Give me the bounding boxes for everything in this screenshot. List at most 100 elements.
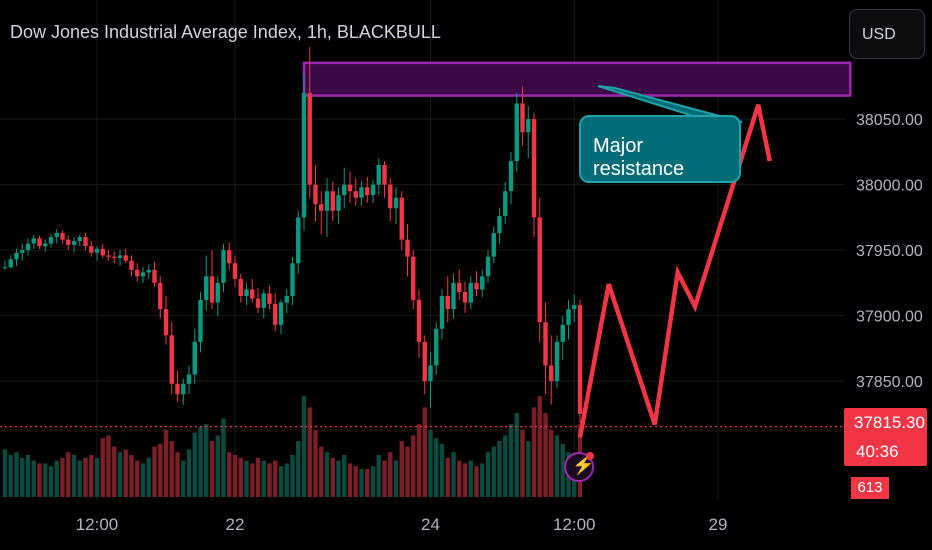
volume-bar bbox=[261, 460, 266, 497]
candle-body bbox=[468, 282, 473, 303]
currency-button[interactable]: USD bbox=[849, 9, 925, 59]
candle-body bbox=[480, 276, 485, 290]
candle-body bbox=[66, 239, 71, 245]
candle-body bbox=[100, 248, 105, 256]
volume-bar bbox=[209, 441, 215, 497]
resistance-zone bbox=[302, 61, 852, 97]
volume-bar bbox=[514, 413, 519, 497]
candle-body bbox=[313, 184, 318, 205]
candle-body bbox=[198, 299, 203, 342]
volume-bar bbox=[112, 446, 117, 497]
candle-body bbox=[359, 187, 364, 198]
candle-body bbox=[135, 269, 140, 277]
volume-bar bbox=[428, 429, 433, 497]
candle-body bbox=[290, 263, 295, 296]
volume-bar bbox=[434, 438, 439, 497]
volume-bar bbox=[388, 452, 393, 497]
volume-bar bbox=[278, 466, 284, 497]
candle-body bbox=[503, 191, 508, 217]
candle-body bbox=[106, 255, 111, 257]
candle-body bbox=[353, 191, 358, 198]
x-axis-label: 22 bbox=[226, 515, 245, 534]
volume-bar bbox=[186, 449, 192, 497]
volume-bar bbox=[221, 418, 226, 497]
volume-bar bbox=[238, 457, 243, 497]
volume-bar bbox=[43, 463, 48, 497]
volume-bar bbox=[411, 435, 416, 497]
volume-bar bbox=[474, 466, 479, 497]
volume-bar bbox=[422, 407, 427, 497]
volume-bar bbox=[163, 429, 169, 497]
volume-bar bbox=[468, 460, 473, 497]
notification-dot bbox=[586, 452, 594, 460]
candle-body bbox=[215, 282, 220, 303]
volume-bar bbox=[129, 455, 134, 497]
volume-bar bbox=[135, 460, 140, 497]
candle-body bbox=[267, 293, 272, 304]
candle-body bbox=[43, 243, 48, 247]
volume-bar bbox=[255, 457, 261, 497]
candle-body bbox=[232, 263, 238, 279]
candle-body bbox=[301, 92, 307, 218]
volume-bar bbox=[140, 463, 146, 497]
candle-body bbox=[14, 252, 19, 260]
candle-body bbox=[445, 296, 450, 310]
volume-bar bbox=[324, 452, 330, 497]
candle-body bbox=[577, 305, 583, 414]
volume-bar bbox=[439, 443, 445, 497]
candle-body bbox=[123, 255, 128, 261]
volume-bar bbox=[169, 441, 174, 497]
volume-bar bbox=[215, 435, 220, 497]
volume-bar bbox=[549, 429, 554, 497]
volume-bar bbox=[526, 441, 531, 497]
volume-bar bbox=[330, 457, 335, 497]
candle-body bbox=[192, 341, 197, 375]
candle-body bbox=[543, 322, 548, 366]
candle-body bbox=[347, 184, 353, 192]
volume-bar bbox=[480, 463, 485, 497]
volume-bar bbox=[89, 455, 94, 497]
candle-body bbox=[204, 276, 209, 300]
volume-bar bbox=[353, 466, 358, 497]
candle-body bbox=[549, 365, 554, 382]
volume-bar bbox=[405, 446, 410, 497]
candle-body bbox=[307, 92, 312, 185]
candle-body bbox=[324, 191, 330, 211]
volume-bar bbox=[485, 452, 491, 497]
candle-body bbox=[457, 282, 462, 293]
volume-bar bbox=[342, 455, 347, 497]
volume-bar bbox=[14, 452, 19, 497]
candle-body bbox=[175, 383, 180, 395]
resistance-callout[interactable]: Major resistance bbox=[579, 115, 741, 183]
candle-body bbox=[405, 239, 410, 257]
candle-body bbox=[255, 298, 261, 308]
volume-bar bbox=[301, 396, 307, 497]
volume-bar bbox=[267, 463, 272, 497]
candle-body bbox=[451, 282, 456, 310]
lightning-icon[interactable]: ⚡ bbox=[564, 452, 594, 482]
volume-bar bbox=[531, 407, 537, 497]
candle-body bbox=[37, 238, 42, 247]
candle-body bbox=[474, 282, 479, 290]
candle-body bbox=[330, 191, 335, 211]
candle-body bbox=[572, 305, 577, 310]
candle-body bbox=[434, 328, 439, 366]
volume-bar bbox=[273, 460, 278, 497]
candle-body bbox=[422, 341, 427, 382]
x-axis-label: 12:00 bbox=[553, 515, 596, 534]
volume-bar bbox=[37, 463, 42, 497]
volume-bar bbox=[244, 460, 249, 497]
volume-bar bbox=[2, 449, 8, 497]
x-axis-label: 12:00 bbox=[76, 515, 119, 534]
y-axis-label: 38050.00 bbox=[856, 112, 923, 129]
volume-bar bbox=[520, 429, 525, 497]
volume-bar bbox=[152, 446, 157, 497]
candle-body bbox=[273, 303, 278, 325]
candle-body bbox=[181, 383, 186, 395]
volume-bar bbox=[560, 443, 565, 497]
candle-body bbox=[238, 278, 243, 296]
volume-bar bbox=[416, 424, 422, 497]
candle-body bbox=[370, 184, 376, 196]
volume-bar bbox=[508, 424, 514, 497]
